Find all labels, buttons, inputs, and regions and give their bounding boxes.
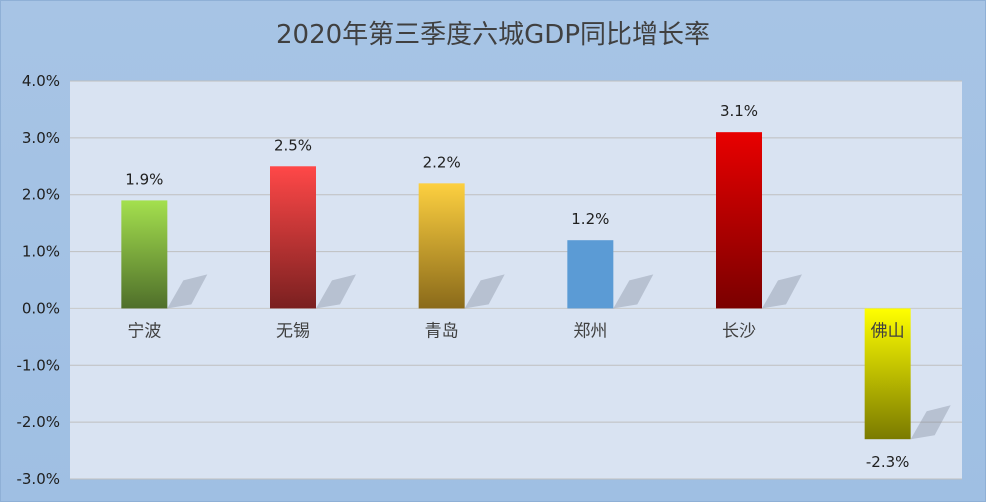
data-label: 2.2% [423, 153, 461, 171]
y-tick-label: -3.0% [16, 470, 60, 488]
bar-长沙 [716, 132, 762, 309]
y-tick-label: -2.0% [16, 413, 60, 431]
y-tick-label: 1.0% [22, 243, 60, 261]
x-tick-label: 郑州 [573, 321, 607, 341]
x-tick-label: 长沙 [722, 321, 756, 341]
data-label: 2.5% [274, 136, 312, 154]
x-tick-label: 佛山 [871, 321, 905, 341]
bar-无锡 [270, 166, 316, 309]
bar-shadow [762, 274, 802, 309]
y-tick-label: 3.0% [22, 129, 60, 147]
y-tick-label: 0.0% [22, 299, 60, 317]
bar-宁波 [121, 200, 168, 309]
y-tick-label: -1.0% [16, 356, 60, 374]
bar-shadow [167, 274, 208, 309]
x-tick-label: 无锡 [276, 321, 310, 341]
data-label: 3.1% [720, 102, 758, 120]
bar-郑州 [567, 240, 614, 309]
bar-青岛 [418, 183, 465, 309]
x-tick-label: 青岛 [425, 321, 459, 341]
bar-shadow [316, 274, 356, 309]
data-label: 1.2% [571, 210, 609, 228]
plot-area [70, 81, 962, 479]
bar-shadow [613, 274, 654, 309]
bar-佛山 [864, 308, 911, 440]
y-tick-label: 2.0% [22, 186, 60, 204]
y-tick-label: 4.0% [22, 72, 60, 90]
data-label: 1.9% [125, 170, 163, 188]
bar-shadow [910, 405, 951, 440]
chart-title: 2020年第三季度六城GDP同比增长率 [275, 20, 710, 50]
x-tick-label: 宁波 [127, 321, 161, 341]
bar-shadow [464, 274, 505, 309]
data-label: -2.3% [866, 453, 910, 471]
